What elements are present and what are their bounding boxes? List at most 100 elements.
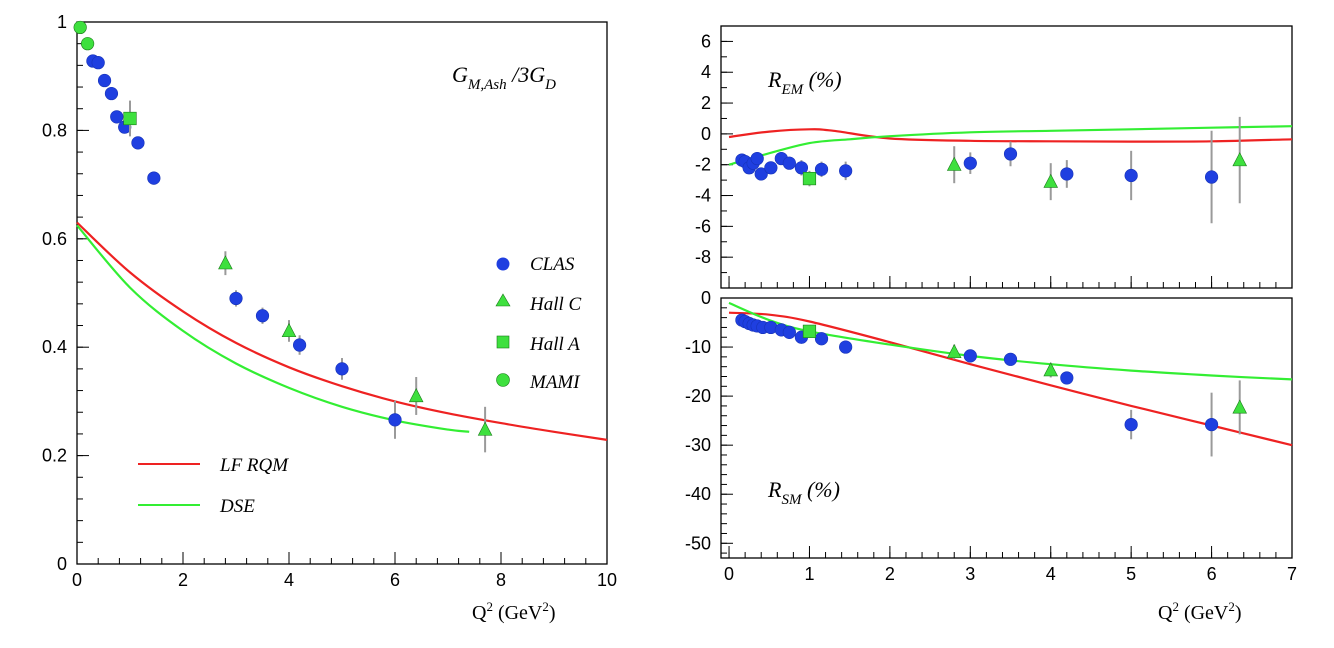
rem-marks xyxy=(728,116,1293,224)
rem-ytick-label: 2 xyxy=(701,93,711,113)
legend-lfrqm-label: LF RQM xyxy=(219,455,289,476)
gm-xtick-label: 6 xyxy=(390,570,400,590)
rsm-title: RSM (%) xyxy=(767,477,840,508)
gm-panel: 00.20.40.60.810 2 4 6 8 10 GM,Ash /3GD CLAS H… xyxy=(42,12,617,624)
legend-mami-marker xyxy=(496,373,510,387)
gm-title: GM,Ash /3GD xyxy=(452,62,556,93)
gm-ytick-label: 0.8 xyxy=(42,120,67,140)
rem-panel: 6 4 2 0 -2 -4 -6 -8 REM (%) xyxy=(695,25,1293,289)
legend-clas-marker xyxy=(496,257,510,271)
gm-point-clas xyxy=(335,362,349,376)
gm-point-clas xyxy=(131,136,145,150)
gm-curve-lf-rqm xyxy=(76,221,608,441)
gm-ytick-label: 0.4 xyxy=(42,337,67,357)
gm-ytick-label: 1 xyxy=(57,12,67,32)
rem-ytick-label: 0 xyxy=(701,124,711,144)
rem-point-clas xyxy=(839,164,853,178)
rsm-point-clas xyxy=(1204,417,1219,432)
rsm-curve-dse xyxy=(728,301,1293,381)
gm-point-clas xyxy=(388,413,402,427)
gm-xtick-label: 8 xyxy=(496,570,506,590)
rem-ytick-label: 6 xyxy=(701,31,711,51)
rem-point-hall-a xyxy=(802,171,817,186)
gm-point-clas xyxy=(110,110,124,124)
rsm-xtick-label: 2 xyxy=(885,564,895,584)
gm-marks xyxy=(73,20,608,453)
rsm-ytick-label: -10 xyxy=(685,337,711,357)
rem-curve-dse xyxy=(728,125,1293,166)
rem-ytick-label: 4 xyxy=(701,62,711,82)
rem-point-clas xyxy=(794,161,809,175)
rem-ytick-label: -2 xyxy=(695,155,711,175)
gm-point-clas xyxy=(293,338,307,352)
legend-halla-label: Hall A xyxy=(529,334,580,355)
rem-point-clas xyxy=(754,167,768,181)
rem-point-clas xyxy=(764,161,778,175)
gm-point-clas xyxy=(229,291,243,306)
rsm-point-clas xyxy=(782,325,796,339)
rem-plot-frame xyxy=(720,25,1293,289)
rsm-marks xyxy=(728,301,1293,457)
gm-point-hall-c xyxy=(218,255,233,270)
rsm-panel: 0 -10 -20 -30 -40 -50 0 1 2 3 4 5 6 7 RSM (%) Q2 (GeV… xyxy=(685,288,1297,624)
legend-mami-label: MAMI xyxy=(529,372,581,393)
rsm-point-clas xyxy=(1124,417,1138,432)
rem-axes: 6 4 2 0 -2 -4 -6 -8 xyxy=(695,25,1293,289)
rem-curve-lf-rqm xyxy=(728,128,1293,143)
legend-halla-marker xyxy=(496,335,510,349)
rsm-point-hall-c xyxy=(946,344,962,359)
rem-point-clas xyxy=(1124,168,1138,183)
gm-plot-frame xyxy=(76,21,608,565)
gm-xtick-label: 2 xyxy=(178,570,188,590)
gm-ytick-label: 0.6 xyxy=(42,229,67,249)
rem-point-clas xyxy=(782,156,796,170)
rem-point-hall-c xyxy=(1232,152,1248,167)
legend-hallc-label: Hall C xyxy=(529,294,582,315)
rsm-plot-frame xyxy=(720,297,1293,559)
rsm-axes: 0 -10 -20 -30 -40 -50 0 1 2 3 4 5 6 7 xyxy=(685,288,1297,584)
rsm-ytick-label: -50 xyxy=(685,533,711,553)
rsm-xtick-label: 1 xyxy=(804,564,814,584)
gm-point-clas xyxy=(91,56,105,70)
gm-xtick-label: 10 xyxy=(597,570,617,590)
gm-point-hall-c xyxy=(281,322,297,338)
gm-point-hall-c xyxy=(408,388,424,403)
rem-ytick-label: -4 xyxy=(695,186,711,206)
rem-point-hall-c xyxy=(1043,173,1059,188)
gm-xtick-label: 4 xyxy=(284,570,294,590)
rsm-ytick-label: 0 xyxy=(701,288,711,308)
gm-point-clas xyxy=(255,309,270,323)
legend-hallc-marker xyxy=(495,293,511,307)
rsm-ytick-label: -40 xyxy=(685,484,711,504)
gm-xtick-label: 0 xyxy=(72,570,82,590)
gm-point-clas xyxy=(97,73,112,88)
rem-ytick-label: -8 xyxy=(695,247,711,267)
rem-title: REM (%) xyxy=(767,67,842,98)
gm-point-hall-a xyxy=(123,111,137,126)
rem-point-clas xyxy=(1003,147,1018,161)
rsm-curve-lf-rqm xyxy=(728,311,1293,447)
gm-ytick-label: 0 xyxy=(57,554,67,574)
gm-xlabel: Q2 (GeV2) xyxy=(472,599,556,624)
rem-point-clas xyxy=(814,162,829,176)
legend-dse-label: DSE xyxy=(219,496,255,517)
rem-ytick-label: -6 xyxy=(695,216,711,236)
gm-point-clas xyxy=(147,171,161,185)
rsm-xtick-label: 7 xyxy=(1287,564,1297,584)
rsm-point-hall-c xyxy=(1043,362,1059,377)
gm-axes: 00.20.40.60.810 2 4 6 8 10 xyxy=(42,12,617,590)
rsm-xtick-label: 6 xyxy=(1207,564,1217,584)
rsm-xtick-label: 3 xyxy=(965,564,975,584)
rsm-point-clas xyxy=(1060,371,1074,385)
rsm-point-clas xyxy=(963,349,977,363)
rsm-ytick-label: -30 xyxy=(685,435,711,455)
rsm-point-clas xyxy=(814,332,829,346)
rsm-point-clas xyxy=(839,340,853,354)
gm-ytick-label: 0.2 xyxy=(42,446,67,466)
rem-point-hall-c xyxy=(946,156,962,171)
rem-point-clas xyxy=(1060,167,1074,181)
legend-clas-label: CLAS xyxy=(530,254,575,275)
rsm-point-clas xyxy=(1003,352,1018,366)
rem-point-clas xyxy=(963,156,977,170)
